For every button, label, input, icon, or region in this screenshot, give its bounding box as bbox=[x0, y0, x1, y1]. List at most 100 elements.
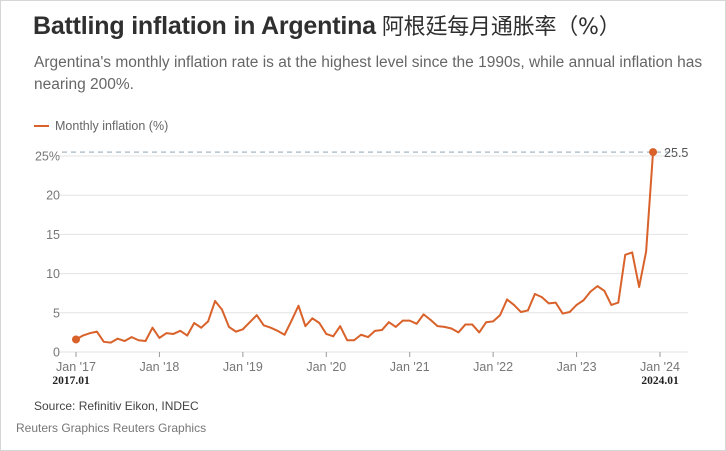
data-point bbox=[304, 325, 307, 328]
data-point bbox=[325, 333, 328, 335]
data-point bbox=[262, 324, 265, 327]
y-tick-label: 10 bbox=[46, 267, 60, 281]
legend: Monthly inflation (%) bbox=[34, 117, 168, 135]
data-point bbox=[381, 329, 383, 331]
label-layer: 25.5 2017.01 2024.01 bbox=[52, 146, 688, 387]
data-point bbox=[193, 322, 196, 324]
data-point bbox=[527, 309, 529, 312]
legend-label: Monthly inflation (%) bbox=[55, 119, 169, 133]
data-point bbox=[450, 327, 453, 330]
data-point bbox=[610, 304, 613, 306]
data-point bbox=[158, 336, 161, 339]
data-point bbox=[367, 336, 369, 339]
data-point bbox=[130, 336, 133, 339]
last-value-label: 25.5 bbox=[664, 146, 688, 160]
data-point bbox=[485, 321, 488, 324]
data-point bbox=[394, 326, 397, 328]
data-point bbox=[603, 289, 606, 292]
y-tick-label: 0 bbox=[53, 346, 60, 360]
data-point bbox=[575, 304, 578, 306]
data-point bbox=[95, 330, 98, 333]
x-tick-label: Jan '17 bbox=[56, 360, 96, 374]
data-point bbox=[415, 322, 418, 325]
data-point bbox=[429, 318, 432, 321]
data-point bbox=[165, 332, 168, 335]
data-point bbox=[228, 326, 230, 328]
y-tick-label: 15 bbox=[46, 228, 60, 242]
data-point bbox=[478, 331, 481, 334]
data-point bbox=[547, 302, 550, 305]
title-chinese: 阿根廷每月通胀率（%） bbox=[381, 15, 621, 40]
end-point-marker bbox=[649, 148, 658, 157]
y-tick-label: 5 bbox=[53, 306, 60, 320]
data-point bbox=[248, 321, 251, 324]
data-point bbox=[387, 321, 390, 324]
data-point bbox=[492, 320, 495, 323]
data-point bbox=[116, 337, 119, 340]
data-point bbox=[221, 308, 223, 311]
data-point bbox=[360, 333, 362, 336]
data-point bbox=[269, 326, 272, 329]
data-point bbox=[339, 325, 342, 328]
x-tick-label: Jan '21 bbox=[390, 360, 430, 374]
data-point bbox=[172, 333, 175, 335]
data-point bbox=[207, 320, 209, 323]
data-point bbox=[179, 329, 182, 332]
start-year-label: 2017.01 bbox=[52, 375, 90, 387]
data-point bbox=[589, 290, 592, 293]
y-tick-label: 20 bbox=[46, 189, 60, 203]
data-point bbox=[276, 329, 279, 332]
data-point bbox=[408, 319, 411, 322]
data-point bbox=[401, 319, 404, 322]
chart-title: Battling inflation in Argentina 阿根廷每月通胀率（… bbox=[33, 9, 621, 41]
y-tick-label: 25% bbox=[35, 150, 60, 164]
data-point bbox=[332, 335, 335, 338]
data-point bbox=[617, 301, 620, 304]
x-tick-label: Jan '23 bbox=[557, 360, 597, 374]
data-point bbox=[283, 333, 286, 336]
data-point bbox=[255, 314, 258, 317]
data-point bbox=[151, 326, 154, 329]
x-tick-label: Jan '18 bbox=[139, 360, 179, 374]
data-point bbox=[554, 301, 557, 304]
data-point bbox=[144, 340, 147, 342]
series-layer bbox=[72, 148, 658, 344]
data-point bbox=[186, 334, 189, 337]
data-point bbox=[422, 313, 425, 316]
chart-subtitle: Argentina's monthly inflation rate is at… bbox=[34, 54, 703, 93]
data-point bbox=[443, 326, 446, 328]
data-point bbox=[353, 339, 355, 342]
data-point bbox=[297, 304, 300, 307]
x-tick-label: Jan '19 bbox=[223, 360, 263, 374]
data-point bbox=[499, 314, 501, 317]
data-point bbox=[290, 319, 293, 322]
end-year-label: 2024.01 bbox=[641, 375, 679, 387]
data-point bbox=[533, 293, 536, 295]
data-point bbox=[214, 300, 216, 302]
data-point bbox=[318, 322, 321, 324]
data-point bbox=[645, 250, 647, 253]
data-point bbox=[200, 326, 203, 329]
title-text: Battling inflation in Argentina bbox=[33, 12, 376, 40]
data-point bbox=[561, 312, 564, 315]
axis-layer: 0 5 10 15 20 25% Jan '17 Jan '18 Jan '19 Jan '20 J… bbox=[35, 150, 680, 375]
data-point bbox=[89, 332, 91, 335]
legend-swatch bbox=[34, 125, 49, 127]
data-point bbox=[123, 340, 126, 342]
grid-layer bbox=[58, 151, 688, 353]
data-point bbox=[624, 253, 627, 256]
x-tick-label: Jan '22 bbox=[473, 360, 513, 374]
data-point bbox=[109, 341, 112, 344]
data-point bbox=[241, 328, 244, 331]
credit-note: Reuters Graphics Reuters Graphics bbox=[16, 421, 207, 435]
data-point bbox=[471, 323, 474, 326]
series-line bbox=[75, 151, 655, 344]
data-point bbox=[464, 323, 467, 326]
data-point bbox=[520, 311, 522, 313]
x-tick-label: Jan '20 bbox=[306, 360, 346, 374]
data-point bbox=[346, 339, 349, 342]
data-point bbox=[82, 334, 84, 337]
data-point bbox=[457, 331, 460, 334]
data-point bbox=[436, 325, 439, 328]
